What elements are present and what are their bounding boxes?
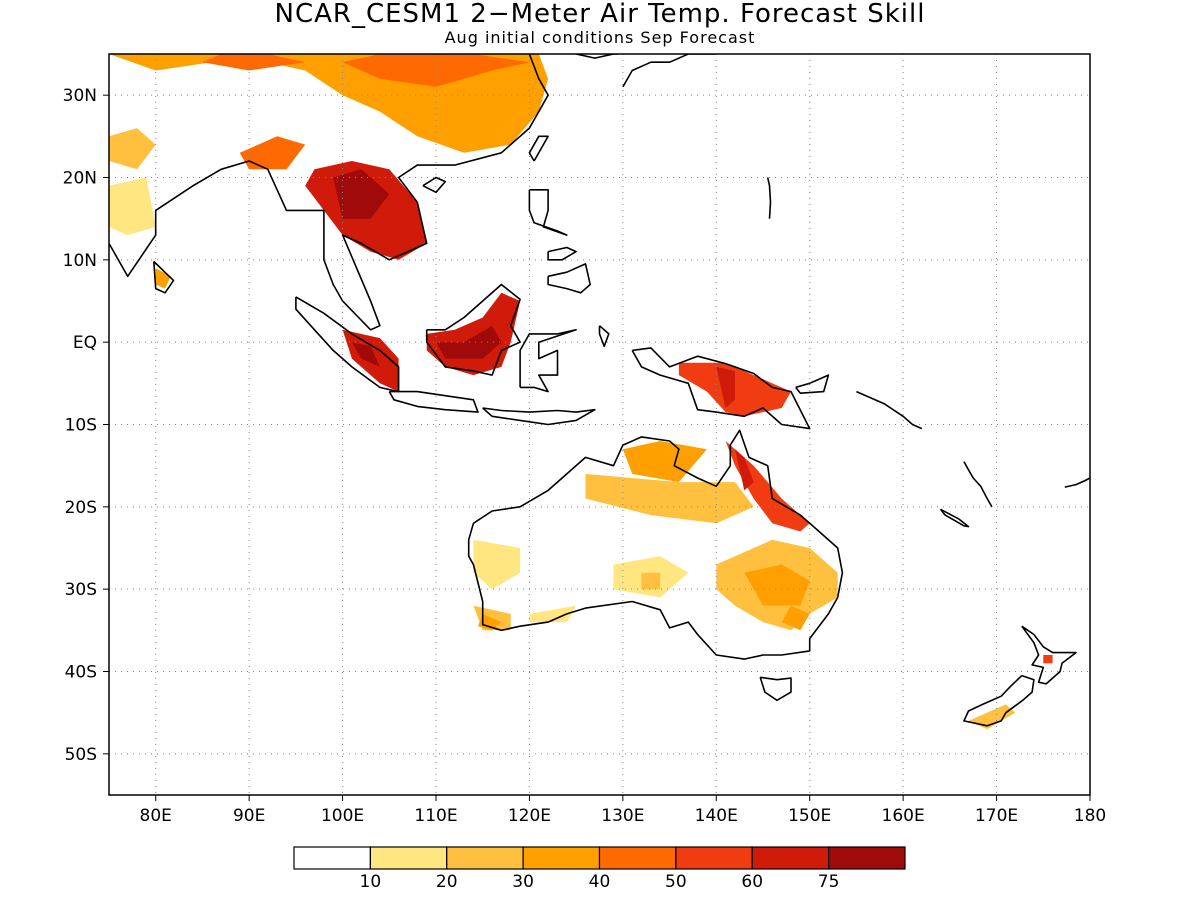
skill-region-newguinea-core [716,366,735,408]
coastline-lesser-sunda [482,407,596,426]
lon-tick-label: 120E [508,806,551,826]
coastline-philippines-luzon [528,189,568,236]
coastline-sulawesi-coast [519,328,577,393]
lon-tick-label: 100E [321,806,364,826]
skill-region-india-north [239,136,306,170]
coastline-newguinea-coast [631,347,811,430]
skill-region-aus-sw-core [478,613,502,631]
coastline-nz-north-coast [1021,625,1077,685]
coastline-sumatra-coast [295,296,400,393]
skill-region-china-core [342,54,530,87]
skill-region-mainland-sea-core [333,169,390,219]
coastline-newbritain [795,374,830,395]
colorbar-swatch [446,846,524,870]
colorbar: 10 20 30 40 50 60 75 [293,846,906,892]
skill-region-borneo-core [436,325,502,359]
coastline-philippines-mindanao [547,263,592,294]
lat-tick-label: 20N [63,169,97,189]
coastline-taiwan [528,135,549,162]
lat-tick-label: 20S [65,498,97,518]
skill-region-aus-south [529,605,577,623]
lon-tick-label: 90E [233,806,265,826]
lat-tick-label: EQ [73,333,97,353]
lat-tick-label: 40S [65,663,97,683]
coastline-mariana [766,177,772,219]
skill-region-nz-south [968,704,1016,730]
map-title: NCAR_CESM1 2−Meter Air Temp. Forecast Sk… [274,0,926,29]
colorbar-label: 60 [741,872,763,892]
skill-region-aus-queensland-core [735,449,754,491]
skill-region-sumatra-core [351,342,380,367]
lat-tick-label: 50S [65,745,97,765]
lat-tick-label: 30S [65,580,97,600]
coastline-philippines-visayas [547,246,577,261]
skill-region-aus-center-core [641,572,661,590]
coastline-fiji [1064,477,1090,488]
coastline-vanuatu [963,461,993,508]
skill-region-srilanka [155,268,171,289]
coastline-australia-coast [467,429,844,660]
colorbar-label: 20 [436,872,458,892]
lon-tick-label: 110E [414,806,457,826]
skill-region-tibet-core [202,54,306,71]
coastline-layer [109,54,1090,727]
coastline-java-coast [388,390,479,413]
coastline-nz-south-coast [963,674,1035,727]
coastline-japan [622,54,717,88]
colorbar-label: 50 [665,872,687,892]
coastline-tasmania [759,676,792,702]
lat-tick-label: 10S [65,416,97,436]
coastline-borneo-coast [425,283,521,376]
skill-region-pakistan [109,128,156,170]
lon-tick-label: 180 [1074,806,1106,826]
lon-tick-label: 160E [882,806,925,826]
coastline-solomons [856,390,923,430]
skill-region-borneo [426,292,521,376]
coastline-srilanka-coast [153,260,175,294]
coastline-halmahera [598,325,610,348]
lon-tick-label: 170E [975,806,1018,826]
coastline-newcaledonia [939,508,970,528]
skill-region-aus-east-core [744,564,810,606]
coastline-asia-coast [109,54,549,331]
skill-region-india-west [109,177,156,236]
skill-region-aus-se-core [781,605,810,631]
colorbar-label: 30 [512,872,534,892]
colorbar-swatch [598,846,677,870]
coastline-hainan [422,176,447,194]
lon-tick-label: 140E [695,806,738,826]
lon-tick-label: 130E [601,806,644,826]
lon-tick-label: 80E [140,806,172,826]
colorbar-swatch [828,846,906,870]
colorbar-swatch [293,846,371,870]
coastline-korea [575,54,619,59]
axis-ticks: 30N 20N 10N EQ 10S 20S 30S 40S 50S 80E 90E 100E 110E… [63,86,1107,826]
colorbar-swatch [675,846,753,870]
colorbar-swatch [522,846,601,870]
map-subtitle: Aug initial conditions Sep Forecast [444,28,756,47]
skill-region-aus-west [473,539,521,590]
colorbar-swatch [369,846,448,870]
colorbar-label: 40 [589,872,611,892]
colorbar-label: 75 [818,872,840,892]
lon-tick-label: 150E [788,806,831,826]
lat-tick-label: 10N [63,251,97,271]
colorbar-swatch [751,846,830,870]
skill-shading-layer [109,54,1053,730]
skill-region-nz-north-spot [1043,655,1053,664]
lat-tick-label: 30N [63,86,97,106]
colorbar-label: 10 [360,872,382,892]
skill-region-aus-north-band [585,473,754,524]
